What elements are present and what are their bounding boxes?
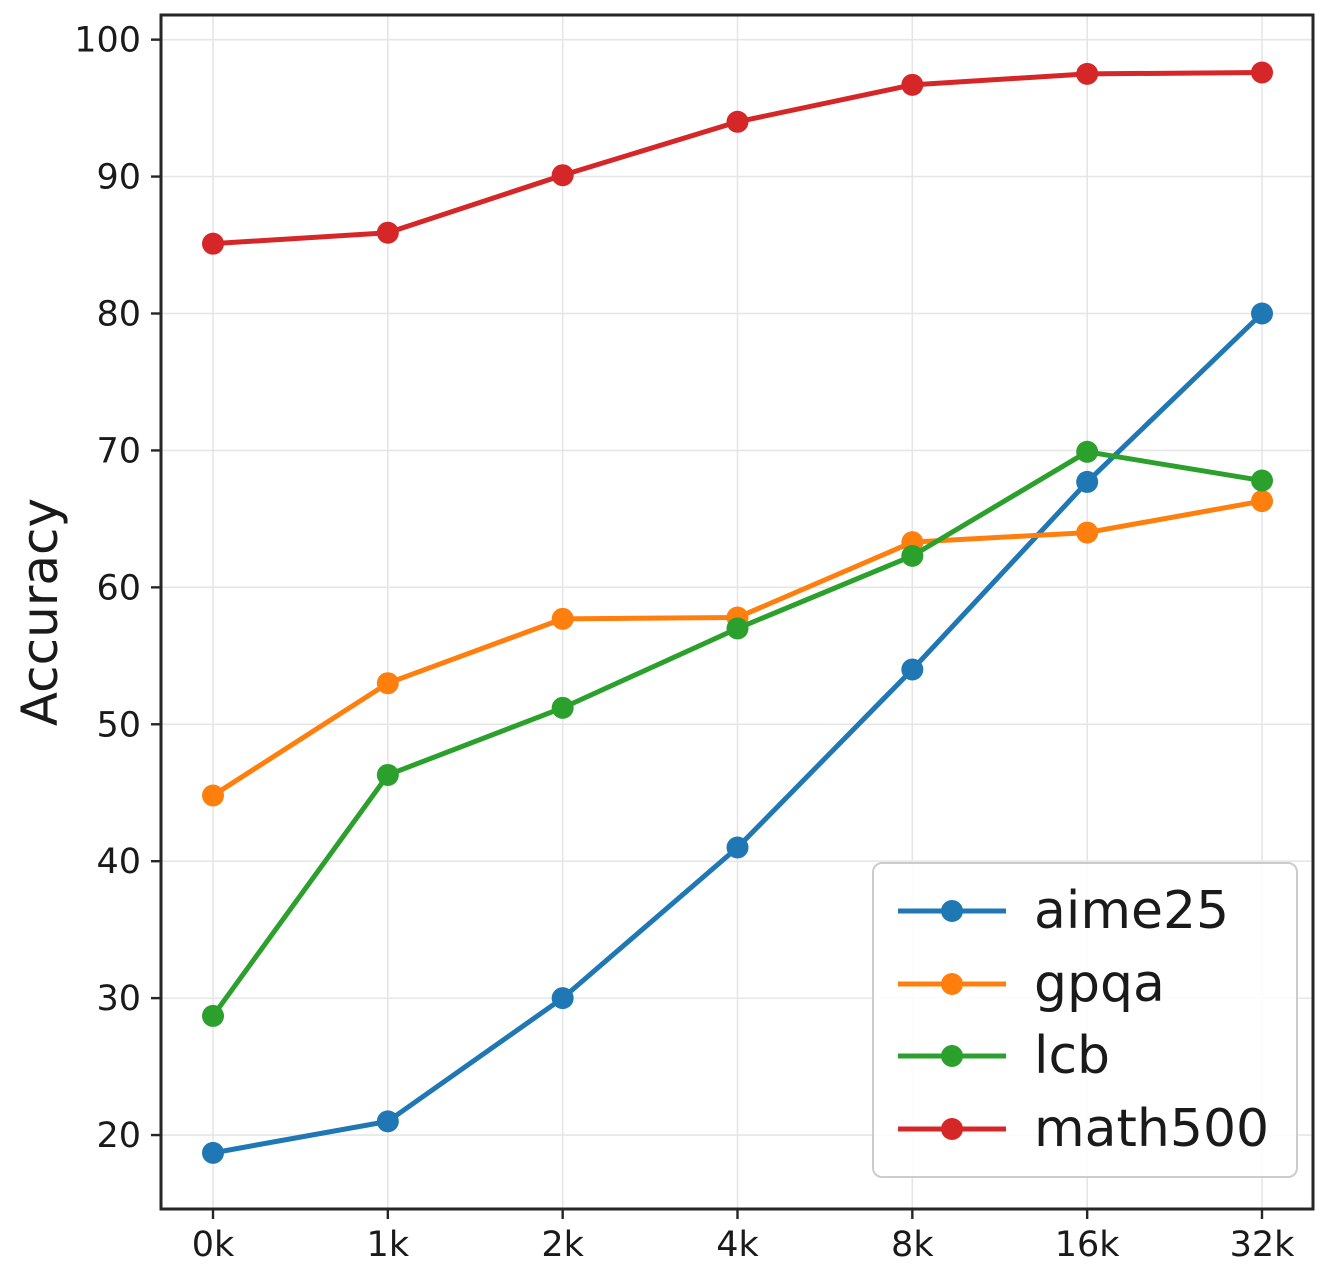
data-point-gpqa-2k <box>551 607 574 630</box>
data-point-gpqa-0k <box>202 784 224 807</box>
x-tick-label: 0k <box>192 1225 235 1265</box>
data-point-aime25-8k <box>901 658 924 681</box>
legend-label-gpqa: gpqa <box>1034 953 1165 1014</box>
y-tick-label: 90 <box>96 158 141 198</box>
data-point-math500-4k <box>726 110 749 133</box>
legend-dot-lcb <box>941 1045 963 1068</box>
y-tick-label: 20 <box>96 1116 141 1156</box>
data-point-gpqa-16k <box>1076 521 1099 544</box>
data-point-lcb-1k <box>376 763 399 786</box>
data-point-math500-16k <box>1076 62 1099 85</box>
legend-marker-gpqa <box>898 972 1006 995</box>
y-tick-label: 50 <box>96 705 141 745</box>
data-point-aime25-4k <box>726 836 749 859</box>
legend-marker-lcb <box>898 1045 1006 1068</box>
data-point-math500-2k <box>551 164 574 187</box>
data-point-lcb-0k <box>202 1004 224 1027</box>
data-point-lcb-4k <box>726 617 749 640</box>
data-point-lcb-8k <box>901 544 924 567</box>
legend-marker-aime25 <box>898 899 1006 922</box>
legend: aime25 gpqa lcb math500 <box>872 862 1298 1178</box>
legend-item-lcb: lcb <box>896 1030 1296 1082</box>
y-tick-label: 60 <box>96 568 141 608</box>
legend-item-gpqa: gpqa <box>896 958 1296 1010</box>
x-tick-label: 8k <box>891 1225 934 1265</box>
data-point-gpqa-1k <box>376 672 399 695</box>
data-point-aime25-1k <box>376 1110 399 1133</box>
legend-dot-gpqa <box>941 972 963 995</box>
x-tick-label: 32k <box>1230 1225 1296 1265</box>
y-tick-label: 100 <box>74 21 141 61</box>
legend-marker-math500 <box>898 1118 1006 1141</box>
data-point-aime25-0k <box>202 1141 224 1164</box>
legend-dot-math500 <box>941 1118 963 1141</box>
data-point-lcb-16k <box>1076 440 1099 463</box>
x-tick-label: 1k <box>367 1225 410 1265</box>
data-point-aime25-16k <box>1076 470 1099 493</box>
data-point-math500-32k <box>1251 61 1273 84</box>
plot-frame <box>159 13 1315 1211</box>
legend-label-lcb: lcb <box>1034 1026 1111 1087</box>
x-tick-label: 4k <box>716 1225 759 1265</box>
y-axis-title: Accuracy <box>11 497 69 727</box>
y-tick-label: 70 <box>96 431 141 471</box>
y-tick-label: 30 <box>96 979 141 1019</box>
y-tick-label: 40 <box>96 842 141 882</box>
data-point-aime25-32k <box>1251 302 1273 325</box>
data-point-math500-0k <box>202 232 224 255</box>
legend-item-math500: math500 <box>896 1103 1296 1155</box>
legend-item-aime25: aime25 <box>896 885 1296 937</box>
y-tick-label: 80 <box>96 295 141 335</box>
data-point-lcb-2k <box>551 696 574 719</box>
x-tick-label: 2k <box>541 1225 584 1265</box>
data-point-aime25-2k <box>551 987 574 1010</box>
data-point-gpqa-32k <box>1251 490 1273 513</box>
data-point-math500-1k <box>376 221 399 244</box>
x-tick-label: 16k <box>1055 1225 1121 1265</box>
legend-label-math500: math500 <box>1034 1099 1270 1160</box>
legend-label-aime25: aime25 <box>1034 880 1230 941</box>
legend-dot-aime25 <box>941 899 963 922</box>
data-point-math500-8k <box>901 73 924 96</box>
data-point-lcb-32k <box>1251 469 1273 492</box>
